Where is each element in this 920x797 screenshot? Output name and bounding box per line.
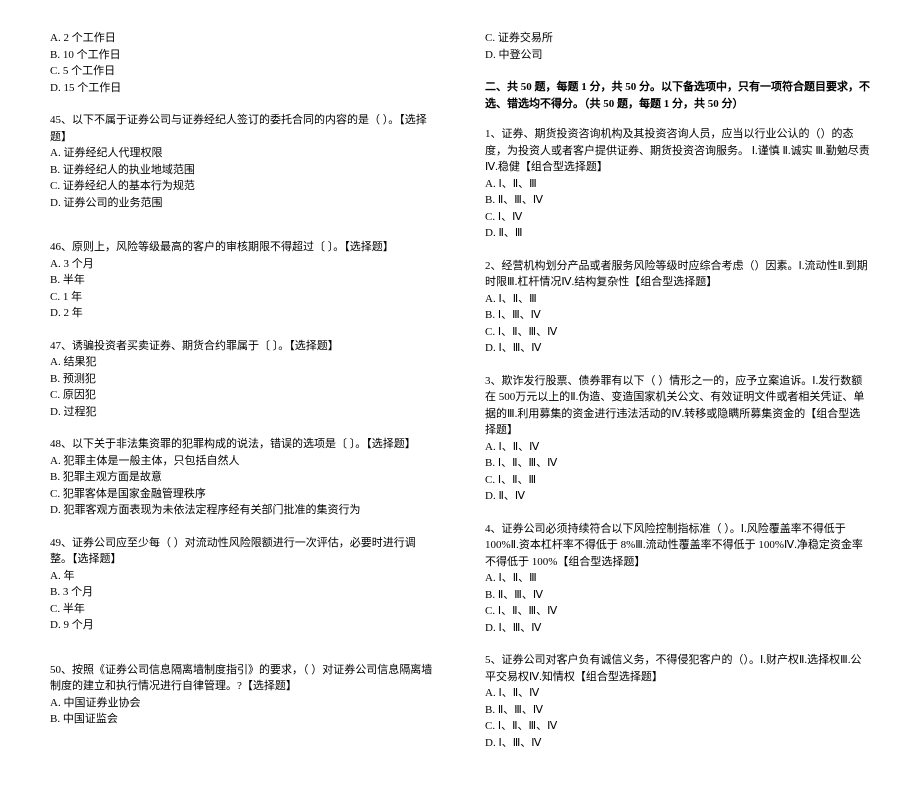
option-a: A. 年 — [50, 568, 435, 585]
option-d: D. 2 年 — [50, 305, 435, 322]
option-a: A. 犯罪主体是一般主体，只包括自然人 — [50, 453, 435, 470]
option-c: C. Ⅰ、Ⅱ、Ⅲ、Ⅳ — [485, 718, 870, 735]
option-a: A. 2 个工作日 — [50, 30, 435, 47]
option-d: D. 过程犯 — [50, 404, 435, 421]
option-a: A. Ⅰ、Ⅱ、Ⅲ — [485, 176, 870, 193]
option-b: B. 犯罪主观方面是故意 — [50, 469, 435, 486]
fragment-options-block: A. 2 个工作日 B. 10 个工作日 C. 5 个工作日 D. 15 个工作… — [50, 30, 435, 96]
option-c: C. 犯罪客体是国家金融管理秩序 — [50, 486, 435, 503]
question-stem: 50、按照《证券公司信息隔离墙制度指引》的要求，（ ）对证券公司信息隔离墙制度的… — [50, 662, 435, 695]
question-stem: 3、欺诈发行股票、债券罪有以下（ ）情形之一的，应予立案追诉。Ⅰ.发行数额在 5… — [485, 373, 870, 439]
question-45: 45、以下不属于证券公司与证券经纪人签订的委托合同的内容的是（ ）。【选择题】 … — [50, 112, 435, 211]
option-d: D. Ⅱ、Ⅲ — [485, 225, 870, 242]
question-r3: 3、欺诈发行股票、债券罪有以下（ ）情形之一的，应予立案追诉。Ⅰ.发行数额在 5… — [485, 373, 870, 505]
option-c: C. 半年 — [50, 601, 435, 618]
option-d: D. Ⅰ、Ⅲ、Ⅳ — [485, 735, 870, 752]
option-c: C. Ⅰ、Ⅳ — [485, 209, 870, 226]
option-c: C. 原因犯 — [50, 387, 435, 404]
question-49: 49、证券公司应至少每（ ）对流动性风险限额进行一次评估，必要时进行调整。【选择… — [50, 535, 435, 634]
option-b: B. 证券经纪人的执业地域范围 — [50, 162, 435, 179]
option-b: B. Ⅱ、Ⅲ、Ⅳ — [485, 192, 870, 209]
option-d: D. 犯罪客观方面表现为未依法定程序经有关部门批准的集资行为 — [50, 502, 435, 519]
question-stem: 48、以下关于非法集资罪的犯罪构成的说法，错误的选项是〔 〕。【选择题】 — [50, 436, 435, 453]
option-d: D. 证券公司的业务范围 — [50, 195, 435, 212]
fragment-options-block: C. 证券交易所 D. 中登公司 — [485, 30, 870, 63]
option-d: D. 15 个工作日 — [50, 80, 435, 97]
option-a: A. Ⅰ、Ⅱ、Ⅲ — [485, 291, 870, 308]
question-stem: 45、以下不属于证券公司与证券经纪人签订的委托合同的内容的是（ ）。【选择题】 — [50, 112, 435, 145]
option-d: D. 中登公司 — [485, 47, 870, 64]
option-b: B. Ⅰ、Ⅱ、Ⅲ、Ⅳ — [485, 455, 870, 472]
option-b: B. 3 个月 — [50, 584, 435, 601]
question-stem: 47、诱骗投资者买卖证券、期货合约罪属于〔 〕。【选择题】 — [50, 338, 435, 355]
question-stem: 2、经营机构划分产品或者服务风险等级时应综合考虑（）因素。Ⅰ.流动性Ⅱ.到期时限… — [485, 258, 870, 291]
question-50: 50、按照《证券公司信息隔离墙制度指引》的要求，（ ）对证券公司信息隔离墙制度的… — [50, 662, 435, 728]
option-b: B. Ⅱ、Ⅲ、Ⅳ — [485, 587, 870, 604]
option-b: B. 半年 — [50, 272, 435, 289]
question-r2: 2、经营机构划分产品或者服务风险等级时应综合考虑（）因素。Ⅰ.流动性Ⅱ.到期时限… — [485, 258, 870, 357]
left-column: A. 2 个工作日 B. 10 个工作日 C. 5 个工作日 D. 15 个工作… — [50, 30, 435, 767]
option-d: D. Ⅰ、Ⅲ、Ⅳ — [485, 620, 870, 637]
option-a: A. Ⅰ、Ⅱ、Ⅳ — [485, 685, 870, 702]
option-d: D. Ⅰ、Ⅲ、Ⅳ — [485, 340, 870, 357]
option-c: C. 1 年 — [50, 289, 435, 306]
question-48: 48、以下关于非法集资罪的犯罪构成的说法，错误的选项是〔 〕。【选择题】 A. … — [50, 436, 435, 519]
option-c: C. 证券经纪人的基本行为规范 — [50, 178, 435, 195]
option-a: A. 证券经纪人代理权限 — [50, 145, 435, 162]
option-a: A. Ⅰ、Ⅱ、Ⅳ — [485, 439, 870, 456]
question-stem: 1、证券、期货投资咨询机构及其投资咨询人员，应当以行业公认的（）的态度，为投资人… — [485, 126, 870, 176]
option-b: B. 中国证监会 — [50, 711, 435, 728]
option-a: A. 3 个月 — [50, 256, 435, 273]
option-a: A. 结果犯 — [50, 354, 435, 371]
option-d: D. Ⅱ、Ⅳ — [485, 488, 870, 505]
option-b: B. 10 个工作日 — [50, 47, 435, 64]
option-a: A. 中国证券业协会 — [50, 695, 435, 712]
option-c: C. Ⅰ、Ⅱ、Ⅲ — [485, 472, 870, 489]
question-r4: 4、证券公司必须持续符合以下风险控制指标准（ ）。Ⅰ.风险覆盖率不得低于 100… — [485, 521, 870, 637]
option-c: C. Ⅰ、Ⅱ、Ⅲ、Ⅳ — [485, 603, 870, 620]
option-c: C. Ⅰ、Ⅱ、Ⅲ、Ⅳ — [485, 324, 870, 341]
question-stem: 4、证券公司必须持续符合以下风险控制指标准（ ）。Ⅰ.风险覆盖率不得低于 100… — [485, 521, 870, 571]
option-a: A. Ⅰ、Ⅱ、Ⅲ — [485, 570, 870, 587]
option-b: B. Ⅱ、Ⅲ、Ⅳ — [485, 702, 870, 719]
right-column: C. 证券交易所 D. 中登公司 二、共 50 题，每题 1 分，共 50 分。… — [485, 30, 870, 767]
option-c: C. 5 个工作日 — [50, 63, 435, 80]
question-stem: 49、证券公司应至少每（ ）对流动性风险限额进行一次评估，必要时进行调整。【选择… — [50, 535, 435, 568]
option-b: B. 预测犯 — [50, 371, 435, 388]
question-46: 46、原则上，风险等级最高的客户的审核期限不得超过〔 〕。【选择题】 A. 3 … — [50, 239, 435, 322]
option-c: C. 证券交易所 — [485, 30, 870, 47]
question-stem: 46、原则上，风险等级最高的客户的审核期限不得超过〔 〕。【选择题】 — [50, 239, 435, 256]
question-47: 47、诱骗投资者买卖证券、期货合约罪属于〔 〕。【选择题】 A. 结果犯 B. … — [50, 338, 435, 421]
question-r5: 5、证券公司对客户负有诚信义务，不得侵犯客户的（）。Ⅰ.财产权Ⅱ.选择权Ⅲ.公平… — [485, 652, 870, 751]
question-stem: 5、证券公司对客户负有诚信义务，不得侵犯客户的（）。Ⅰ.财产权Ⅱ.选择权Ⅲ.公平… — [485, 652, 870, 685]
option-d: D. 9 个月 — [50, 617, 435, 634]
question-r1: 1、证券、期货投资咨询机构及其投资咨询人员，应当以行业公认的（）的态度，为投资人… — [485, 126, 870, 242]
section-header: 二、共 50 题，每题 1 分，共 50 分。以下备选项中，只有一项符合题目要求… — [485, 79, 870, 112]
option-b: B. Ⅰ、Ⅲ、Ⅳ — [485, 307, 870, 324]
